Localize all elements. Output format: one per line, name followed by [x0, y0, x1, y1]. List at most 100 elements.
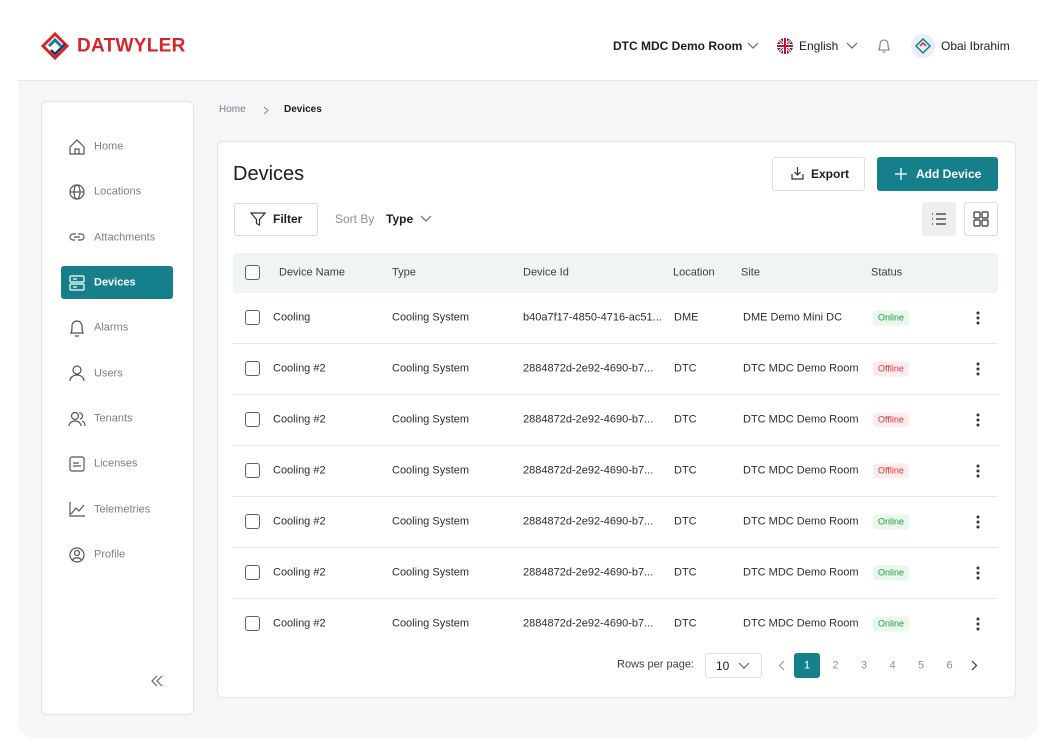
- export-button[interactable]: [772, 157, 865, 191]
- page-number[interactable]: 6: [946, 659, 953, 672]
- page-number[interactable]: 5: [917, 659, 925, 672]
- row-menu[interactable]: [976, 362, 980, 376]
- collapse-button[interactable]: [150, 675, 164, 687]
- column-header: Location: [673, 266, 715, 279]
- page-number[interactable]: 4: [889, 659, 896, 672]
- device-type: Cooling System: [392, 464, 470, 477]
- current-page-bg: [794, 653, 820, 678]
- export-label: Export: [811, 167, 850, 181]
- status-badge: Online: [873, 616, 910, 632]
- device-type: Cooling System: [392, 311, 470, 324]
- row-menu[interactable]: [976, 311, 980, 325]
- plus-icon: [895, 168, 907, 180]
- nav-item-active[interactable]: Devices: [94, 276, 136, 289]
- sidebar: [41, 101, 194, 715]
- current-page[interactable]: 1: [803, 659, 811, 672]
- nav-item[interactable]: Alarms: [94, 321, 129, 334]
- bell-icon[interactable]: [877, 38, 891, 54]
- page-title: Devices: [233, 163, 305, 185]
- device-name: Cooling #2: [273, 413, 326, 426]
- nav-item[interactable]: Locations: [94, 185, 142, 198]
- table-header: [233, 253, 998, 293]
- row-menu[interactable]: [976, 617, 980, 631]
- device-id: 2884872d-2e92-4690-b7...: [523, 413, 654, 426]
- column-header: Device Name: [279, 266, 346, 279]
- device-type: Cooling System: [392, 566, 470, 579]
- row-menu[interactable]: [976, 566, 980, 580]
- device-site: DTC MDC Demo Room: [743, 413, 859, 426]
- device-id: 2884872d-2e92-4690-b7...: [523, 617, 654, 630]
- row-divider: [233, 445, 998, 446]
- filter-label: Filter: [273, 212, 303, 226]
- nav-item[interactable]: Telemetries: [94, 503, 151, 516]
- sort-selector[interactable]: Type: [386, 212, 414, 226]
- list-icon: [932, 213, 946, 225]
- row-divider: [233, 394, 998, 395]
- nav-item[interactable]: Licenses: [94, 457, 138, 470]
- status-badge: Offline: [873, 361, 909, 377]
- row-checkbox[interactable]: [245, 310, 260, 325]
- select-all-checkbox[interactable]: [245, 265, 260, 280]
- page-number[interactable]: 3: [860, 659, 868, 672]
- export-icon: [791, 167, 804, 180]
- chevron: [738, 662, 750, 669]
- room-selector[interactable]: DTC MDC Demo Room: [613, 39, 743, 53]
- nav-item[interactable]: Attachments: [94, 231, 156, 244]
- row-menu[interactable]: [976, 413, 980, 427]
- row-divider: [233, 547, 998, 548]
- sort-label: Sort By: [335, 212, 375, 226]
- device-location: DTC: [674, 413, 697, 426]
- row-checkbox[interactable]: [245, 412, 260, 427]
- device-id: 2884872d-2e92-4690-b7...: [523, 566, 654, 579]
- row-menu[interactable]: [976, 464, 980, 478]
- column-header: Type: [392, 266, 416, 279]
- nav-item[interactable]: Users: [94, 367, 123, 380]
- column-header: Site: [741, 266, 760, 279]
- row-checkbox[interactable]: [245, 514, 260, 529]
- device-location: DTC: [674, 617, 697, 630]
- device-name: Cooling #2: [273, 617, 326, 630]
- grid-icon: [973, 211, 989, 227]
- chevron: [747, 42, 759, 49]
- rows-per-page-select[interactable]: [705, 653, 762, 678]
- row-checkbox[interactable]: [245, 361, 260, 376]
- device-id: 2884872d-2e92-4690-b7...: [523, 464, 654, 477]
- next-page[interactable]: [971, 660, 978, 671]
- device-site: DME Demo Mini DC: [743, 311, 843, 324]
- row-divider: [233, 598, 998, 599]
- device-id: 2884872d-2e92-4690-b7...: [523, 515, 654, 528]
- logo-icon: [41, 32, 70, 60]
- device-site: DTC MDC Demo Room: [743, 362, 859, 375]
- device-location: DTC: [674, 464, 697, 477]
- column-header: Status: [871, 266, 903, 279]
- prev-page[interactable]: [778, 660, 785, 671]
- device-name: Cooling #2: [273, 362, 326, 375]
- nav-item[interactable]: Profile: [94, 548, 126, 561]
- filter-icon: [250, 212, 266, 226]
- grid-view-button[interactable]: [964, 202, 998, 236]
- user-name[interactable]: Obai Ibrahim: [941, 39, 1010, 53]
- status-badge: Offline: [873, 412, 909, 428]
- breadcrumb-sep: [263, 106, 269, 115]
- nav-item[interactable]: Home: [94, 140, 124, 153]
- language-selector[interactable]: English: [799, 39, 839, 53]
- flag-icon: [777, 38, 793, 54]
- filter-button[interactable]: [234, 203, 318, 236]
- nav-item[interactable]: Tenants: [94, 412, 133, 425]
- device-type: Cooling System: [392, 617, 470, 630]
- device-id: 2884872d-2e92-4690-b7...: [523, 362, 654, 375]
- status-badge: Online: [873, 310, 910, 326]
- row-checkbox[interactable]: [245, 565, 260, 580]
- device-name: Cooling: [273, 311, 311, 324]
- row-checkbox[interactable]: [245, 463, 260, 478]
- page-number[interactable]: 2: [832, 659, 839, 672]
- rows-per-page-value: 10: [716, 659, 730, 673]
- device-site: DTC MDC Demo Room: [743, 617, 859, 630]
- avatar[interactable]: [911, 34, 935, 58]
- breadcrumb-link[interactable]: Home: [219, 104, 246, 115]
- row-menu[interactable]: [976, 515, 980, 529]
- row-divider: [233, 343, 998, 344]
- device-site: DTC MDC Demo Room: [743, 566, 859, 579]
- row-checkbox[interactable]: [245, 616, 260, 631]
